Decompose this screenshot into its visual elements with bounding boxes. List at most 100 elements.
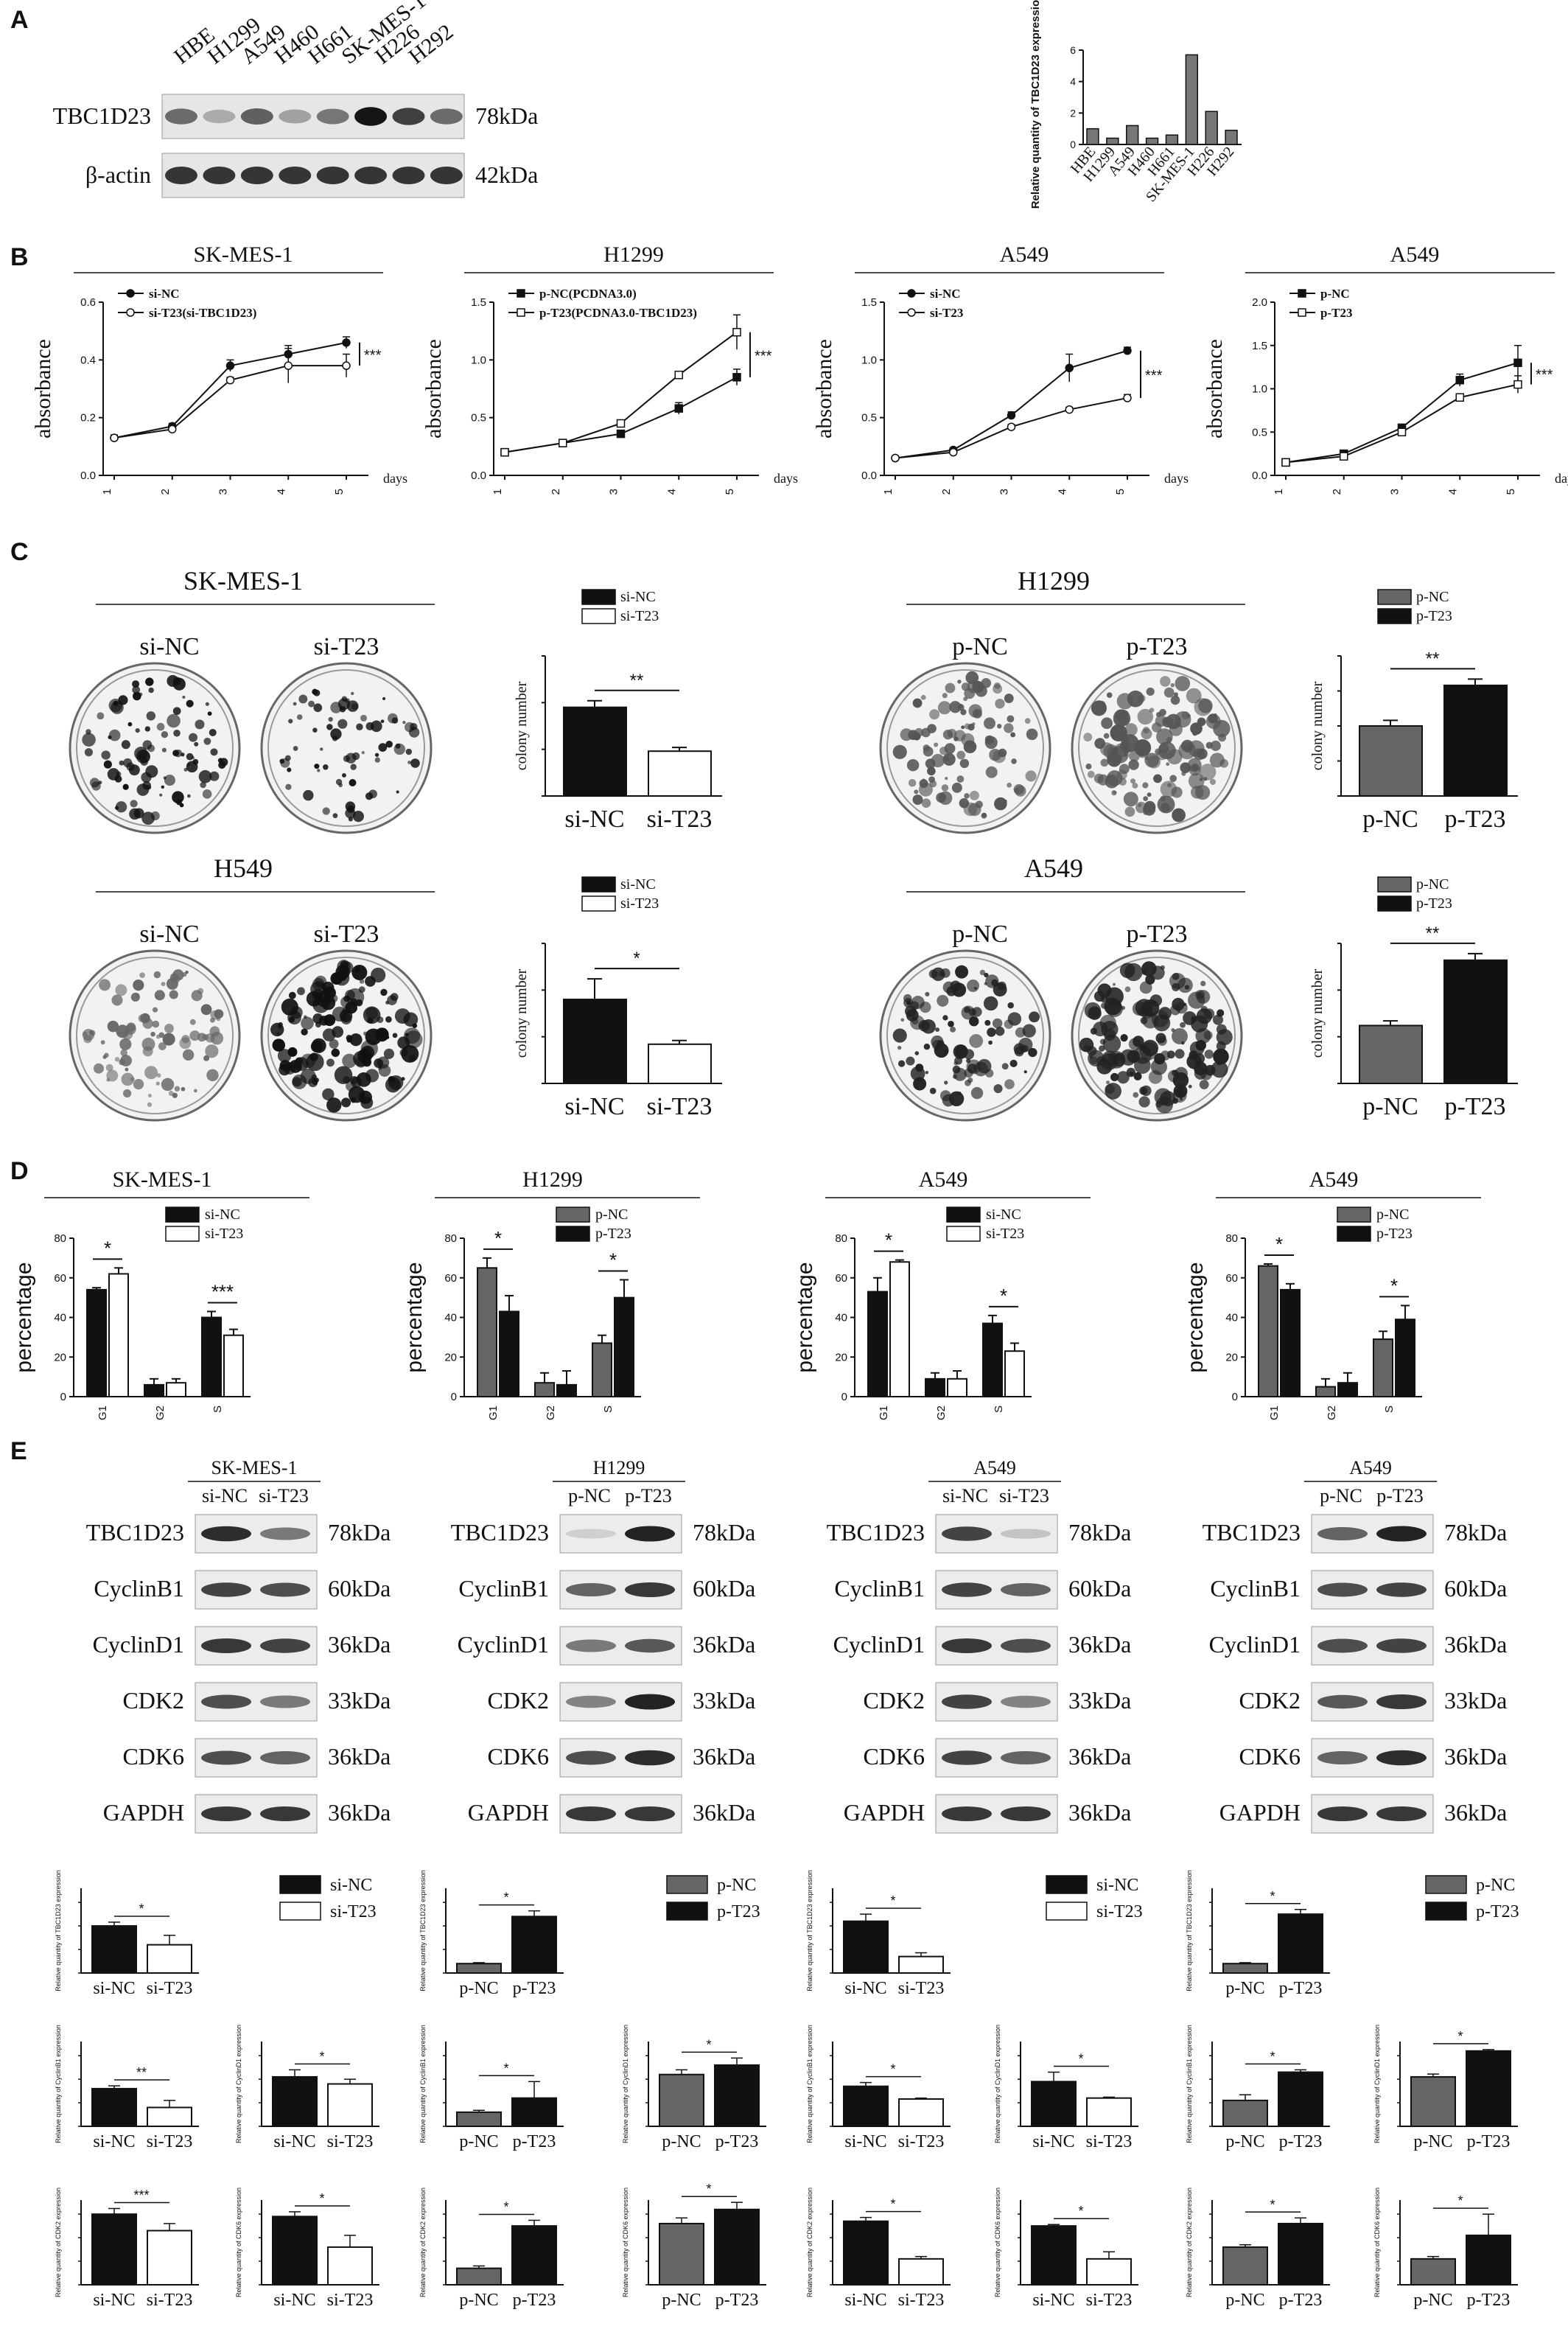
bar [1222, 2246, 1268, 2286]
colony [341, 1097, 351, 1108]
colony [378, 743, 388, 752]
colony [83, 1035, 92, 1044]
colony [1107, 752, 1121, 767]
colony [395, 743, 401, 749]
x-tick-label: 5 [724, 489, 736, 495]
protein-label: CDK6 [1239, 1743, 1301, 1770]
y-tick-label: 80 [444, 1232, 457, 1245]
figure-content: HBEH1299A549H460H661SK-MES-1H226H292TBC1… [12, 0, 1568, 2310]
blot-band [1317, 1582, 1368, 1597]
colony [209, 771, 220, 781]
sig-label: * [890, 1893, 895, 1908]
colony [300, 1068, 316, 1084]
x-tick-label: p-T23 [513, 2291, 556, 2310]
plate-rim [1078, 957, 1236, 1114]
blot-band [1001, 1583, 1051, 1596]
bar [1086, 2258, 1132, 2286]
colony [374, 1027, 389, 1042]
x-tick-label: 1 [491, 489, 504, 495]
colony [956, 750, 966, 760]
colony [129, 808, 141, 820]
blot-band [1001, 1751, 1051, 1764]
western-blot: SK-MES-1 si-NC si-T23 TBC1D23 78kDa CyclinB1 6… [86, 1457, 391, 1834]
series-line [504, 376, 738, 453]
data-point [949, 447, 958, 457]
x-tick-label: 2 [940, 489, 953, 495]
legend-label: si-T23(si-TBC1D23) [149, 306, 256, 320]
colony [938, 971, 945, 977]
legend-label: si-NC [330, 1876, 372, 1895]
western-blot: A549 si-NC si-T23 TBC1D23 78kDa CyclinB1 60kDa… [827, 1457, 1131, 1834]
colony [181, 753, 185, 757]
colony [935, 1027, 940, 1032]
colony [280, 758, 290, 768]
colony [1014, 787, 1019, 793]
colony [1153, 1014, 1171, 1032]
colony [925, 758, 936, 769]
blot-band [165, 167, 197, 184]
x-tick-label: 2 [159, 489, 172, 495]
colony [1023, 1070, 1027, 1074]
legend-swatch [279, 1875, 321, 1894]
legend-label: p-NC [1320, 287, 1350, 301]
x-tick-label: G1 [97, 1406, 109, 1420]
legend-label: si-NC [205, 1207, 240, 1223]
y-tick-label: 0 [451, 1391, 457, 1403]
series-line [113, 341, 347, 439]
lane-label: p-NC [1320, 1485, 1362, 1506]
legend-swatch [1337, 1226, 1371, 1242]
panel-letter-e: E [10, 1437, 27, 1465]
blot-band [354, 107, 388, 126]
blot-band [240, 167, 273, 184]
blot-band [1317, 1751, 1368, 1764]
x-tick-label: 2 [550, 489, 562, 495]
panel-a-barchart: 0246HBEH1299A549H460H661SK-MES-1H226H292… [1029, 0, 1242, 209]
y-axis-label: absorbance [31, 339, 55, 439]
lane-label: p-T23 [625, 1485, 672, 1506]
colony [380, 988, 388, 996]
bar [511, 1916, 557, 1974]
colony [134, 747, 148, 761]
colony [342, 773, 346, 778]
legend-label: si-T23 [205, 1226, 243, 1242]
colony [161, 785, 164, 789]
quant-chart: Relative quantity of CDK2 expression si-N… [806, 2187, 951, 2310]
colony [119, 1038, 132, 1050]
sig-label: * [494, 1227, 502, 1249]
blot-band [260, 1638, 310, 1653]
legend-swatch [1046, 1875, 1088, 1894]
quant-legend: p-NC p-T23 [666, 1875, 760, 1921]
bar [1466, 2234, 1511, 2286]
chart-title: SK-MES-1 [112, 1167, 211, 1192]
colony [1170, 682, 1175, 688]
kda-label: 36kDa [1068, 1631, 1131, 1658]
bar [1225, 130, 1238, 145]
colony [952, 1065, 961, 1074]
legend-label: p-T23 [1320, 306, 1352, 320]
sig-label: * [139, 1902, 144, 1916]
quant-chart: Relative quantity of CyclinB1 expression… [55, 2025, 199, 2151]
colony [210, 748, 218, 756]
colony [350, 764, 357, 770]
colony [1144, 756, 1149, 761]
bar [1443, 684, 1508, 797]
protein-label: CDK6 [487, 1743, 549, 1770]
y-axis-label: Relative quantity of CDK2 expression [1186, 2187, 1193, 2297]
bar [1126, 125, 1139, 145]
colony [1147, 792, 1152, 797]
blot-band [316, 167, 349, 184]
colony [942, 1015, 948, 1021]
colony [288, 991, 296, 999]
colony [385, 1000, 390, 1005]
kda-label: 36kDa [1444, 1631, 1507, 1658]
colony [341, 696, 348, 702]
bar [659, 2073, 704, 2127]
colony [392, 1033, 398, 1038]
colony [405, 748, 413, 755]
y-tick-label: 0 [841, 1391, 847, 1403]
y-tick-label: 60 [444, 1272, 457, 1285]
cellcycle-chart: SK-MES-1 si-NC si-T23 percentage 0 20 40 60 80 G1… [12, 1167, 309, 1420]
colony [984, 717, 995, 730]
legend-label: p-NC [717, 1876, 756, 1895]
bar [147, 1944, 192, 1974]
